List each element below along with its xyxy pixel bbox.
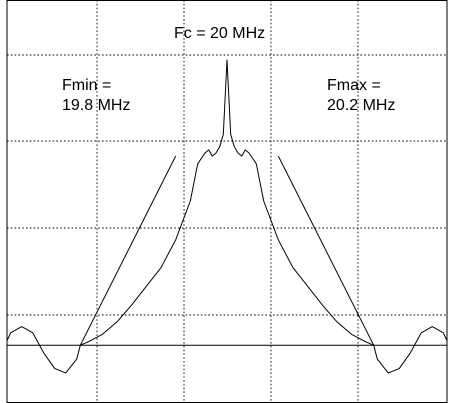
skirt-trace bbox=[277, 155, 375, 346]
fmin-label-line1: Fmin = bbox=[62, 77, 111, 94]
fmax-label-line1: Fmax = bbox=[327, 77, 381, 94]
fmin-label-line2: 19.8 MHz bbox=[62, 97, 130, 114]
spectrum-traces bbox=[6, 59, 448, 374]
center-frequency-label: Fc = 20 MHz bbox=[174, 25, 265, 42]
skirt-trace bbox=[79, 155, 177, 346]
graticule bbox=[7, 0, 447, 403]
fmax-label-line2: 20.2 MHz bbox=[327, 97, 395, 114]
